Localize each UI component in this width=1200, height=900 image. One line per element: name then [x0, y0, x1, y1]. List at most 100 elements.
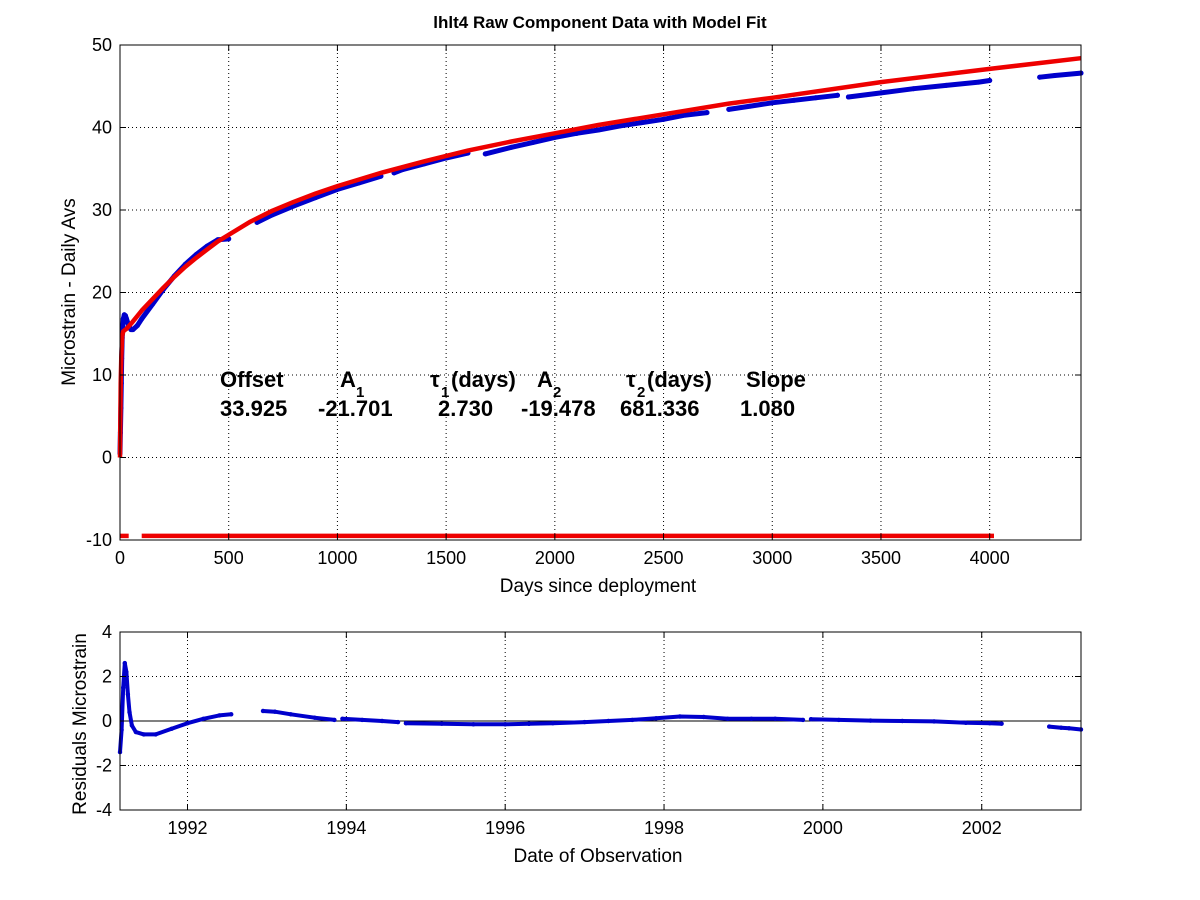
data-point: [878, 90, 884, 96]
param-header-a2-sub: 2: [553, 384, 561, 401]
data-point: [808, 717, 814, 722]
data-point: [379, 718, 385, 724]
top-ticks: [119, 44, 1081, 541]
data-point: [582, 719, 587, 725]
data-point: [868, 718, 873, 723]
y-tick-label: 2: [102, 667, 112, 687]
top-plot: 0 500 1000 1500 2000 2500 3000 3500 4000-1001020…: [59, 13, 1084, 597]
data-point: [503, 722, 508, 727]
y-tick-label: 10: [92, 365, 112, 385]
data-series-line: [340, 716, 400, 725]
data-point: [791, 97, 797, 103]
y-tick-label: 40: [92, 118, 112, 138]
data-point: [1052, 73, 1058, 78]
data-point: [987, 721, 992, 726]
x-tick-label: 2000: [535, 548, 575, 568]
data-point: [122, 660, 128, 666]
y-tick-label: 0: [102, 448, 112, 468]
param-header-tau2-sub: 2: [637, 384, 645, 401]
param-header-offset: Offset: [220, 367, 284, 392]
data-series-line: [1047, 724, 1083, 732]
x-tick-label: 2000: [803, 818, 843, 838]
data-point: [508, 144, 514, 150]
data-point: [1058, 725, 1064, 730]
data-point: [395, 719, 401, 725]
data-point: [639, 120, 645, 126]
bottom-series: [117, 660, 1084, 755]
x-tick-label: 4000: [970, 548, 1010, 568]
data-point: [127, 709, 132, 715]
fit-line: [117, 55, 1082, 458]
data-point: [661, 116, 667, 122]
data-point: [260, 708, 266, 714]
data-point: [976, 79, 982, 85]
x-tick-label: 3000: [752, 548, 792, 568]
data-point: [139, 316, 145, 322]
param-header-a1: A: [340, 367, 356, 392]
data-point: [911, 86, 917, 92]
data-point: [125, 692, 131, 697]
x-tick-label: 1500: [426, 548, 466, 568]
data-point: [595, 127, 601, 133]
param-value-slope: 1.080: [740, 396, 795, 421]
data-point: [1047, 724, 1052, 729]
param-header-tau1: τ: [430, 367, 440, 392]
param-header-tau1-days: (days): [451, 367, 516, 392]
data-point: [332, 717, 337, 723]
bottom-plot: 1992 1994 1996 1998 2000 2002 -4 -2 0 2 4 Date of …: [70, 622, 1084, 867]
x-tick-label: 2002: [962, 818, 1002, 838]
x-tick-label: 0: [115, 548, 125, 568]
data-point: [726, 106, 732, 112]
bottom-tick-labels: 1992 1994 1996 1998 2000 2002 -4 -2 0 2 4: [96, 622, 1002, 838]
data-point: [229, 712, 234, 717]
data-point: [574, 130, 580, 136]
param-value-tau1: 2.730: [438, 396, 493, 421]
data-point: [943, 82, 949, 88]
data-point: [201, 716, 206, 721]
x-tick-label: 3500: [861, 548, 901, 568]
y-tick-label: -2: [96, 756, 112, 776]
data-point: [704, 110, 710, 116]
y-tick-label: 20: [92, 283, 112, 303]
top-x-axis-label: Days since deployment: [500, 576, 697, 597]
data-point: [530, 139, 536, 145]
data-point: [800, 717, 806, 723]
data-point: [769, 100, 775, 106]
data-point: [701, 714, 706, 720]
x-tick-label: 1000: [317, 548, 357, 568]
data-point: [999, 721, 1004, 726]
x-tick-label: 500: [214, 548, 244, 568]
param-value-a1: -21.701: [318, 396, 393, 421]
data-point: [900, 718, 905, 724]
y-tick-label: 0: [102, 711, 112, 731]
data-point: [963, 720, 968, 725]
data-point: [1037, 74, 1043, 80]
data-series-line: [809, 717, 1004, 726]
data-point: [677, 714, 683, 719]
data-point: [836, 717, 841, 723]
y-tick-label: 4: [102, 622, 112, 642]
data-point: [130, 327, 136, 333]
param-value-offset: 33.925: [220, 396, 287, 421]
data-point: [312, 715, 317, 720]
y-tick-label: -4: [96, 800, 112, 820]
chart-title: lhlt4 Raw Component Data with Model Fit: [433, 13, 767, 32]
bottom-ticks: [120, 631, 1081, 811]
data-point: [134, 323, 140, 328]
data-point: [606, 718, 611, 724]
data-point: [403, 721, 409, 726]
data-point: [931, 719, 937, 724]
data-point: [340, 716, 345, 721]
fit-parameters-annotation: Offset A 1 τ 1 (days) A 2 τ 2 (days) Slo…: [220, 367, 806, 421]
data-point: [121, 685, 126, 690]
data-point: [439, 721, 444, 726]
data-point: [124, 669, 129, 675]
param-header-a1-sub: 1: [356, 384, 364, 401]
data-point: [185, 721, 190, 726]
param-header-tau2: τ: [626, 367, 636, 392]
data-point: [749, 716, 754, 721]
top-series: [117, 55, 1084, 539]
x-tick-label: 1996: [485, 818, 525, 838]
data-point: [987, 78, 993, 83]
